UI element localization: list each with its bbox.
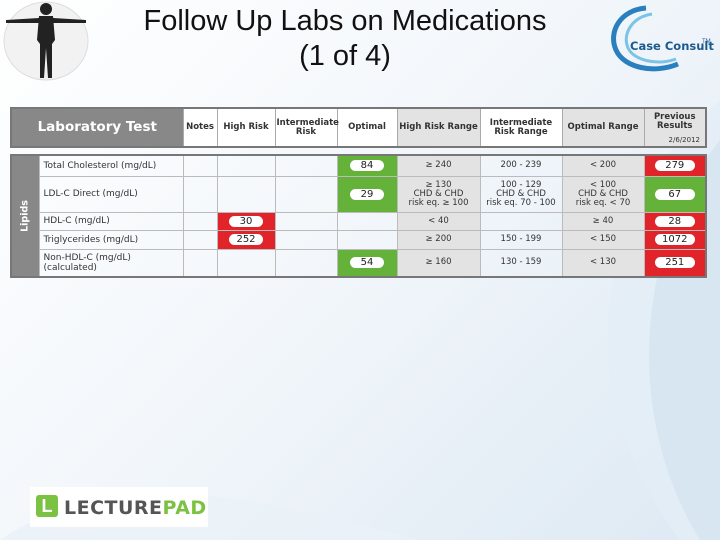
intermediate-risk-range: 100 - 129 CHD & CHD risk eq. 70 - 100: [480, 176, 563, 213]
previous-value: 251: [654, 257, 695, 269]
optimal-range: < 100 CHD & CHD risk eq. < 70: [562, 176, 645, 213]
case-consult-logo-text: Case Consult: [630, 39, 714, 53]
previous-result-cell: 1072: [644, 230, 707, 250]
header-previous-date: 2/6/2012: [668, 136, 700, 144]
header-previous-results-label: Previous Results: [653, 112, 696, 131]
previous-result-cell: 67: [644, 176, 707, 213]
optimal-cell: [337, 230, 398, 250]
optimal-cell: 54: [337, 249, 398, 278]
result-value: 29: [350, 188, 384, 200]
notes-cell: [183, 230, 218, 250]
optimal-range: < 150: [562, 230, 645, 250]
case-consult-logo: [611, 5, 679, 72]
intermediate-cell: [275, 176, 338, 213]
previous-value: 28: [654, 215, 695, 227]
high-risk-range: < 40: [397, 212, 481, 231]
table-row: HDL-C (mg/dL) 30 < 40 ≥ 40 28: [11, 212, 707, 231]
intermediate-risk-range: 200 - 239: [480, 155, 563, 177]
high-risk-cell: 252: [217, 230, 276, 250]
slide-title-line1: Follow Up Labs on Medications: [143, 5, 547, 37]
high-risk-cell: [217, 176, 276, 213]
group-label-cell: Lipids: [11, 155, 40, 277]
lecturepad-logo-part2: PAD: [162, 497, 207, 519]
intermediate-cell: [275, 230, 338, 250]
test-name: Triglycerides (mg/dL): [39, 230, 184, 250]
lecturepad-logo-part1: LECTURE: [64, 497, 163, 519]
table-row: Non-HDL-C (mg/dL) (calculated) 54 ≥ 160 1…: [11, 249, 707, 278]
test-name: HDL-C (mg/dL): [39, 212, 184, 231]
lecturepad-logo: L LECTUREPAD: [30, 487, 208, 527]
header-previous-results: Previous Results 2/6/2012: [644, 108, 707, 147]
intermediate-cell: [275, 249, 338, 278]
optimal-cell: 84: [337, 155, 398, 177]
test-name: Total Cholesterol (mg/dL): [39, 155, 184, 177]
intermediate-risk-range: 130 - 159: [480, 249, 563, 278]
result-value: 84: [350, 160, 384, 172]
previous-value: 1072: [654, 234, 695, 245]
background-swoosh: [0, 100, 720, 540]
slide-title: Follow Up Labs on Medications (1 of 4): [100, 4, 590, 74]
notes-cell: [183, 155, 218, 177]
header-optimal: Optimal: [337, 108, 398, 147]
lecturepad-logo-text: LECTUREPAD: [64, 497, 207, 519]
notes-cell: [183, 176, 218, 213]
header-notes: Notes: [183, 108, 218, 147]
result-value: 30: [229, 215, 263, 227]
high-risk-range: ≥ 130 CHD & CHD risk eq. ≥ 100: [397, 176, 481, 213]
notes-cell: [183, 212, 218, 231]
high-risk-range: ≥ 160: [397, 249, 481, 278]
notes-cell: [183, 249, 218, 278]
slide-title-line2: (1 of 4): [299, 40, 391, 72]
high-risk-range: ≥ 200: [397, 230, 481, 250]
previous-result-cell: 279: [644, 155, 707, 177]
lab-table-body: Lipids Total Cholesterol (mg/dL) 84 ≥ 24…: [10, 154, 707, 278]
header-intermediate-risk: Intermediate Risk: [275, 108, 339, 147]
result-value: 252: [229, 234, 263, 245]
human-figure-icon: [3, 1, 89, 81]
optimal-range: ≥ 40: [562, 212, 645, 231]
previous-result-cell: 28: [644, 212, 707, 231]
previous-value: 279: [654, 160, 695, 172]
intermediate-cell: [275, 212, 338, 231]
table-row: Triglycerides (mg/dL) 252 ≥ 200 150 - 19…: [11, 230, 707, 250]
high-risk-cell: 30: [217, 212, 276, 231]
header-optimal-range: Optimal Range: [562, 108, 645, 147]
lab-table-header: Laboratory Test Notes High Risk Intermed…: [10, 107, 707, 148]
header-laboratory-test: Laboratory Test: [11, 108, 184, 147]
optimal-cell: [337, 212, 398, 231]
header-intermediate-risk-range: Intermediate Risk Range: [480, 108, 563, 147]
high-risk-cell: [217, 249, 276, 278]
table-row: LDL-C Direct (mg/dL) 29 ≥ 130 CHD & CHD ri…: [11, 176, 707, 213]
intermediate-cell: [275, 155, 338, 177]
previous-value: 67: [654, 188, 695, 200]
intermediate-risk-range: [480, 212, 563, 231]
high-risk-cell: [217, 155, 276, 177]
header-high-risk: High Risk: [217, 108, 276, 147]
optimal-range: < 130: [562, 249, 645, 278]
lecturepad-mark-icon: L: [36, 495, 58, 517]
test-name: LDL-C Direct (mg/dL): [39, 176, 184, 213]
result-value: 54: [350, 257, 384, 269]
high-risk-range: ≥ 240: [397, 155, 481, 177]
header-high-risk-range: High Risk Range: [397, 108, 481, 147]
table-row: Lipids Total Cholesterol (mg/dL) 84 ≥ 24…: [11, 155, 707, 277]
intermediate-risk-range: 150 - 199: [480, 230, 563, 250]
case-consult-tm: TM: [702, 39, 711, 45]
optimal-range: < 200: [562, 155, 645, 177]
group-label: Lipids: [19, 200, 31, 232]
optimal-cell: 29: [337, 176, 398, 213]
test-name: Non-HDL-C (mg/dL) (calculated): [39, 249, 184, 278]
previous-result-cell: 251: [644, 249, 707, 278]
